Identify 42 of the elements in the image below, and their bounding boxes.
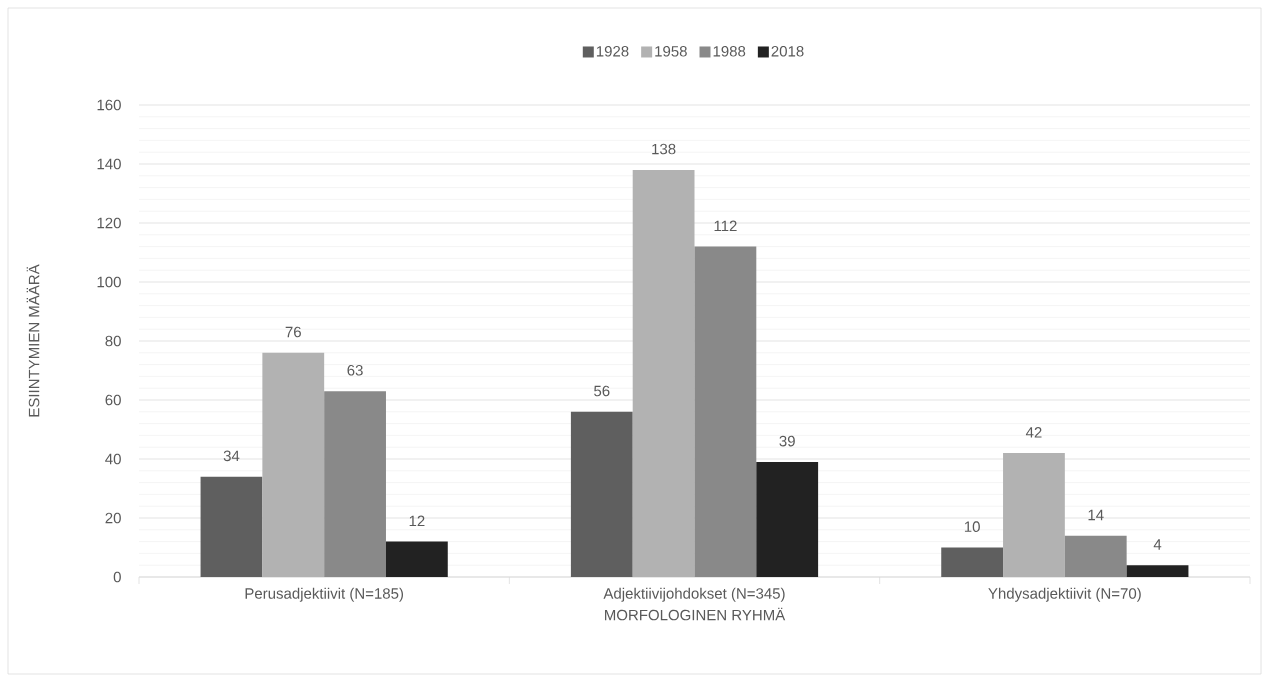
bar — [1064, 535, 1127, 577]
legend-label: 1958 — [655, 46, 687, 57]
bar — [1126, 565, 1189, 577]
bar — [324, 391, 386, 577]
y-axis-title: ESIINTYMIEN MÄÄRÄ — [26, 264, 40, 417]
bar — [570, 411, 633, 577]
bar — [694, 246, 757, 577]
y-tick-label: 80 — [105, 335, 121, 347]
y-tick-label: 0 — [113, 571, 121, 583]
bar — [262, 352, 325, 577]
y-tick-label: 60 — [105, 394, 121, 406]
data-label: 34 — [223, 450, 240, 462]
bar — [1003, 453, 1065, 577]
data-label: 138 — [652, 143, 676, 155]
data-label: 39 — [779, 435, 795, 447]
data-label: 14 — [1088, 509, 1104, 521]
legend-label: 2018 — [771, 46, 804, 57]
bar — [756, 461, 819, 577]
data-label: 56 — [594, 385, 610, 397]
data-label: 42 — [1025, 427, 1042, 438]
y-tick-label: 120 — [97, 217, 121, 229]
bar — [941, 547, 1004, 577]
x-axis-title: MORFOLOGINEN RYHMÄ — [605, 607, 786, 621]
x-tick-label: Adjektiivijohdokset (N=345) — [603, 587, 785, 602]
y-tick-label: 40 — [105, 453, 121, 465]
legend-label: 1988 — [713, 46, 746, 57]
y-tick-label: 20 — [105, 512, 121, 524]
data-label: 12 — [409, 515, 425, 527]
data-label: 10 — [964, 521, 980, 532]
legend-label: 1928 — [596, 46, 629, 57]
bar — [200, 476, 263, 577]
data-label: 76 — [285, 326, 301, 338]
data-label: 112 — [714, 220, 737, 232]
x-tick-label: Yhdysadjektiivit (N=70) — [988, 587, 1141, 602]
y-tick-label: 100 — [97, 276, 121, 288]
y-tick-label: 140 — [97, 158, 121, 170]
bar — [632, 169, 695, 577]
data-label: 4 — [1153, 539, 1162, 550]
bar — [385, 541, 448, 577]
x-tick-label: Perusadjektiivit (N=185) — [245, 587, 404, 602]
y-tick-label: 160 — [97, 99, 121, 111]
data-label: 63 — [347, 365, 363, 376]
